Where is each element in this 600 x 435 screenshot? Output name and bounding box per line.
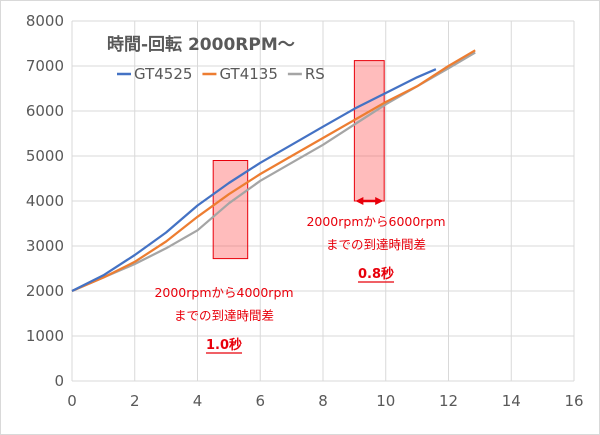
x-tick-label: 6 — [255, 392, 265, 410]
y-tick-label: 1000 — [26, 327, 64, 345]
annotation-boxes — [212, 60, 385, 260]
annotation-value: 1.0秒 — [206, 337, 242, 353]
y-tick-label: 2000 — [26, 282, 64, 300]
annotation-label-box1: 2000rpmから4000rpm までの到達時間差 1.0秒 — [154, 285, 294, 354]
y-tick-label: 4000 — [26, 192, 64, 210]
legend-label: RS — [305, 65, 325, 83]
annotation-line: までの到達時間差 — [174, 308, 274, 323]
x-tick-label: 0 — [67, 392, 77, 410]
x-tick-label: 4 — [193, 392, 203, 410]
x-tick-label: 14 — [502, 392, 521, 410]
y-tick-label: 0 — [54, 372, 64, 390]
series-lines — [71, 49, 476, 293]
annotation-line: までの到達時間差 — [326, 237, 426, 252]
annotation-line: 2000rpmから4000rpm — [154, 285, 293, 300]
grid — [71, 20, 575, 382]
y-tick-label: 5000 — [26, 147, 64, 165]
series-line-gt4525 — [71, 68, 437, 293]
y-tick-label: 6000 — [26, 102, 64, 120]
x-tick-label: 12 — [439, 392, 458, 410]
legend-item-gt4135: GT4135 — [202, 65, 278, 83]
annotation-value: 0.8秒 — [358, 266, 394, 282]
time-gap-arrow — [355, 197, 384, 205]
series-line-gt4135 — [71, 49, 476, 293]
y-tick-label: 8000 — [26, 12, 64, 30]
legend-label: GT4525 — [134, 65, 192, 83]
y-tick-label: 3000 — [26, 237, 64, 255]
x-tick-label: 10 — [376, 392, 395, 410]
axes: 0 1000 2000 3000 4000 5000 6000 7000 8000 0 2 4 6 8 10… — [26, 12, 584, 410]
annotation-labels: 2000rpmから4000rpm までの到達時間差 1.0秒 2000rpmから600… — [154, 214, 446, 354]
legend-item-rs: RS — [287, 65, 325, 83]
annotation-line: 2000rpmから6000rpm — [306, 214, 445, 229]
chart-title: 時間-回転 2000RPM～ — [107, 34, 295, 55]
x-tick-label: 8 — [318, 392, 328, 410]
legend-item-gt4525: GT4525 — [117, 65, 192, 83]
highlight-box-box1 — [212, 160, 249, 260]
legend: GT4525 GT4135 RS — [117, 65, 325, 83]
y-tick-label: 7000 — [26, 57, 64, 75]
x-tick-label: 16 — [564, 392, 583, 410]
legend-label: GT4135 — [219, 65, 277, 83]
annotation-label-box2: 2000rpmから6000rpm までの到達時間差 0.8秒 — [306, 214, 446, 283]
x-tick-label: 2 — [130, 392, 140, 410]
highlight-box-box2 — [353, 60, 385, 202]
